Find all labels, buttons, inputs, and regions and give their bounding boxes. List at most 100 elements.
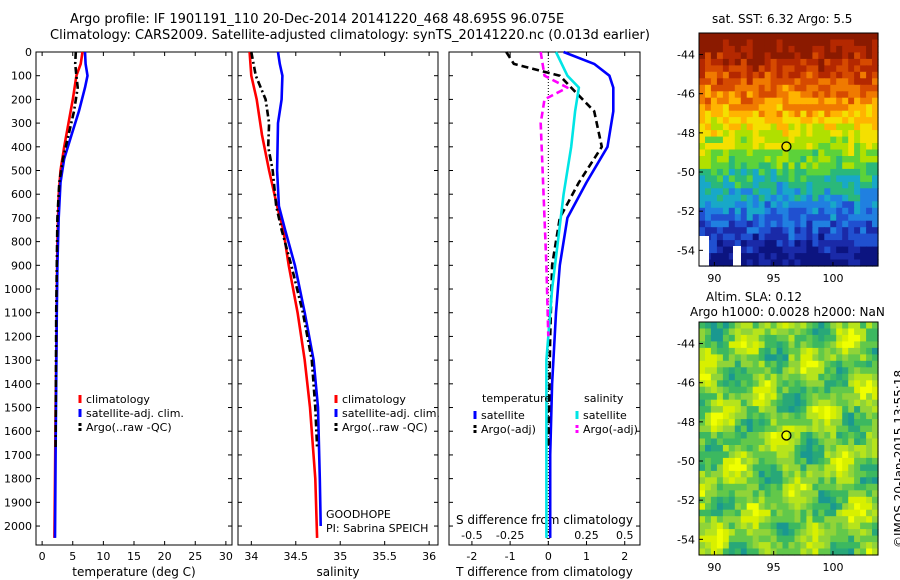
map-cell	[818, 168, 825, 176]
map-cell	[866, 490, 873, 498]
map-cell	[740, 367, 748, 375]
map-cell	[872, 214, 879, 222]
map-cell	[752, 39, 760, 47]
map-cell	[812, 464, 819, 472]
map-cell	[830, 162, 837, 170]
map-cell	[806, 490, 813, 498]
map-cell	[746, 367, 754, 375]
map-cell	[710, 470, 718, 478]
map-cell	[699, 529, 706, 537]
map-cell	[782, 207, 790, 215]
map-cell	[699, 445, 706, 453]
map-cell	[794, 214, 802, 222]
map-cell	[836, 509, 843, 517]
map-cell	[818, 483, 825, 491]
map-cell	[752, 130, 760, 138]
map-cell	[782, 457, 790, 465]
map-cell	[806, 104, 813, 112]
map-cell	[794, 149, 802, 157]
map-cell	[872, 181, 879, 189]
map-cell	[758, 104, 766, 112]
map-cell	[710, 367, 718, 375]
map-cell	[746, 97, 754, 105]
map-cell	[764, 78, 772, 86]
map-cell	[788, 188, 796, 196]
map-cell	[699, 39, 706, 47]
map-cell	[800, 97, 807, 105]
map-cell	[782, 188, 790, 196]
map-cell	[860, 149, 867, 157]
map-cell	[740, 110, 748, 118]
map-cell	[710, 130, 718, 138]
map-cell	[746, 380, 754, 388]
map-cell	[824, 406, 831, 414]
map-cell	[830, 123, 837, 131]
map-cell	[699, 156, 706, 164]
map-cell	[830, 39, 837, 47]
map-cell	[794, 168, 802, 176]
map-cell	[854, 110, 861, 118]
map-cell	[740, 490, 748, 498]
map-cell	[836, 406, 843, 414]
map-cell	[800, 373, 807, 381]
map-cell	[746, 490, 754, 498]
map-cell	[866, 117, 873, 125]
map-cell	[770, 65, 778, 73]
map-cell	[848, 65, 855, 73]
map-cell	[830, 58, 837, 66]
map-cell	[854, 367, 861, 375]
map-cell	[699, 522, 706, 530]
map-cell	[794, 65, 802, 73]
map-cell	[854, 477, 861, 485]
map-cell	[872, 386, 879, 394]
map-cell	[800, 181, 807, 189]
map-cell	[818, 341, 825, 349]
map-cell	[860, 535, 867, 543]
map-cell	[794, 516, 802, 524]
map-cell	[734, 535, 742, 543]
map-cell	[872, 322, 879, 330]
map-cell	[848, 91, 855, 99]
map-cell	[728, 341, 736, 349]
map-cell	[836, 412, 843, 420]
map-cell	[758, 542, 766, 550]
map-cell	[705, 220, 712, 228]
y-tick-label: 1000	[4, 283, 32, 296]
map-cell	[746, 104, 754, 112]
map-cell	[800, 246, 807, 254]
map-cell	[764, 58, 772, 66]
map-cell	[782, 529, 790, 537]
map-cell	[782, 214, 790, 222]
map-cell	[824, 457, 831, 465]
map-cell	[824, 529, 831, 537]
map-cell	[770, 78, 778, 86]
map-cell	[818, 220, 825, 228]
map-cell	[776, 496, 784, 504]
map-cell	[740, 71, 748, 79]
map-cell	[776, 33, 784, 41]
map-cell	[734, 168, 742, 176]
map-cell	[866, 33, 873, 41]
map-cell	[776, 188, 784, 196]
map-cell	[812, 110, 819, 118]
map-cell	[836, 496, 843, 504]
map-cell	[842, 181, 849, 189]
map-cell	[746, 220, 754, 228]
map-cell	[758, 253, 766, 261]
map-cell	[722, 360, 730, 368]
map-cell	[794, 71, 802, 79]
map-cell	[746, 214, 754, 222]
map-cell	[746, 354, 754, 362]
map-cell	[764, 188, 772, 196]
map-cell	[800, 328, 807, 336]
map-cell	[764, 45, 772, 53]
map-cell	[705, 470, 712, 478]
map-cell	[758, 367, 766, 375]
map-cell	[836, 156, 843, 164]
map-cell	[860, 406, 867, 414]
map-cell	[716, 227, 724, 235]
map-cell	[728, 175, 736, 183]
map-cell	[806, 503, 813, 511]
lat-tick-label: -52	[677, 205, 695, 218]
map-cell	[764, 412, 772, 420]
